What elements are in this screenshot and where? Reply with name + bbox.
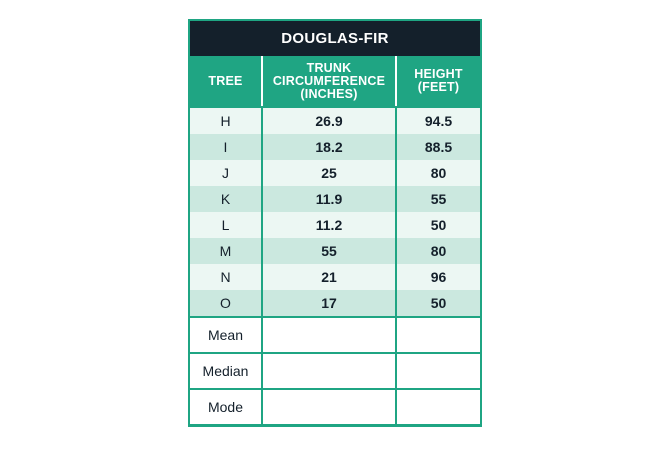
table-cell-circumference: 11.9	[263, 186, 397, 212]
header-tree: TREE	[190, 56, 263, 106]
table-cell-height: 88.5	[397, 134, 480, 160]
stat-median-circumference	[263, 352, 397, 388]
table-cell-circumference: 26.9	[263, 108, 397, 134]
stat-label-median: Median	[190, 352, 263, 388]
table-cell-height: 96	[397, 264, 480, 290]
table-cell-height: 55	[397, 186, 480, 212]
header-circumference-line2: CIRCUMFERENCE	[272, 73, 386, 88]
stat-label-mode: Mode	[190, 388, 263, 424]
table-title: DOUGLAS-FIR	[190, 21, 480, 56]
table-cell-tree: I	[190, 134, 263, 160]
table-cell-height: 80	[397, 238, 480, 264]
header-circumference-line1: TRUNK	[306, 60, 352, 75]
header-divider	[190, 106, 480, 108]
header-height-line2: (FEET)	[417, 80, 460, 94]
table-cell-tree: O	[190, 290, 263, 316]
table-cell-height: 80	[397, 160, 480, 186]
table-cell-tree: J	[190, 160, 263, 186]
header-height: HEIGHT (FEET)	[397, 56, 480, 106]
table-cell-circumference: 25	[263, 160, 397, 186]
table-cell-circumference: 55	[263, 238, 397, 264]
douglas-fir-table: DOUGLAS-FIR TREE TRUNK CIRCUMFERENCE (IN…	[188, 19, 482, 427]
table-grid: TREE TRUNK CIRCUMFERENCE (INCHES) HEIGHT…	[190, 56, 480, 424]
table-cell-tree: L	[190, 212, 263, 238]
table-cell-tree: N	[190, 264, 263, 290]
stat-mean-height	[397, 316, 480, 352]
stat-label-mean: Mean	[190, 316, 263, 352]
table-cell-height: 50	[397, 290, 480, 316]
table-cell-height: 50	[397, 212, 480, 238]
table-cell-circumference: 11.2	[263, 212, 397, 238]
stat-median-height	[397, 352, 480, 388]
table-cell-tree: H	[190, 108, 263, 134]
table-cell-tree: K	[190, 186, 263, 212]
table-cell-circumference: 21	[263, 264, 397, 290]
table-cell-tree: M	[190, 238, 263, 264]
table-cell-circumference: 18.2	[263, 134, 397, 160]
stat-mode-height	[397, 388, 480, 424]
stat-mean-circumference	[263, 316, 397, 352]
table-cell-height: 94.5	[397, 108, 480, 134]
header-circumference: TRUNK CIRCUMFERENCE (INCHES)	[263, 56, 397, 106]
stat-mode-circumference	[263, 388, 397, 424]
table-cell-circumference: 17	[263, 290, 397, 316]
header-circumference-line3: (INCHES)	[300, 86, 358, 101]
header-height-line1: HEIGHT	[414, 67, 463, 81]
header-tree-label: TREE	[208, 73, 243, 88]
